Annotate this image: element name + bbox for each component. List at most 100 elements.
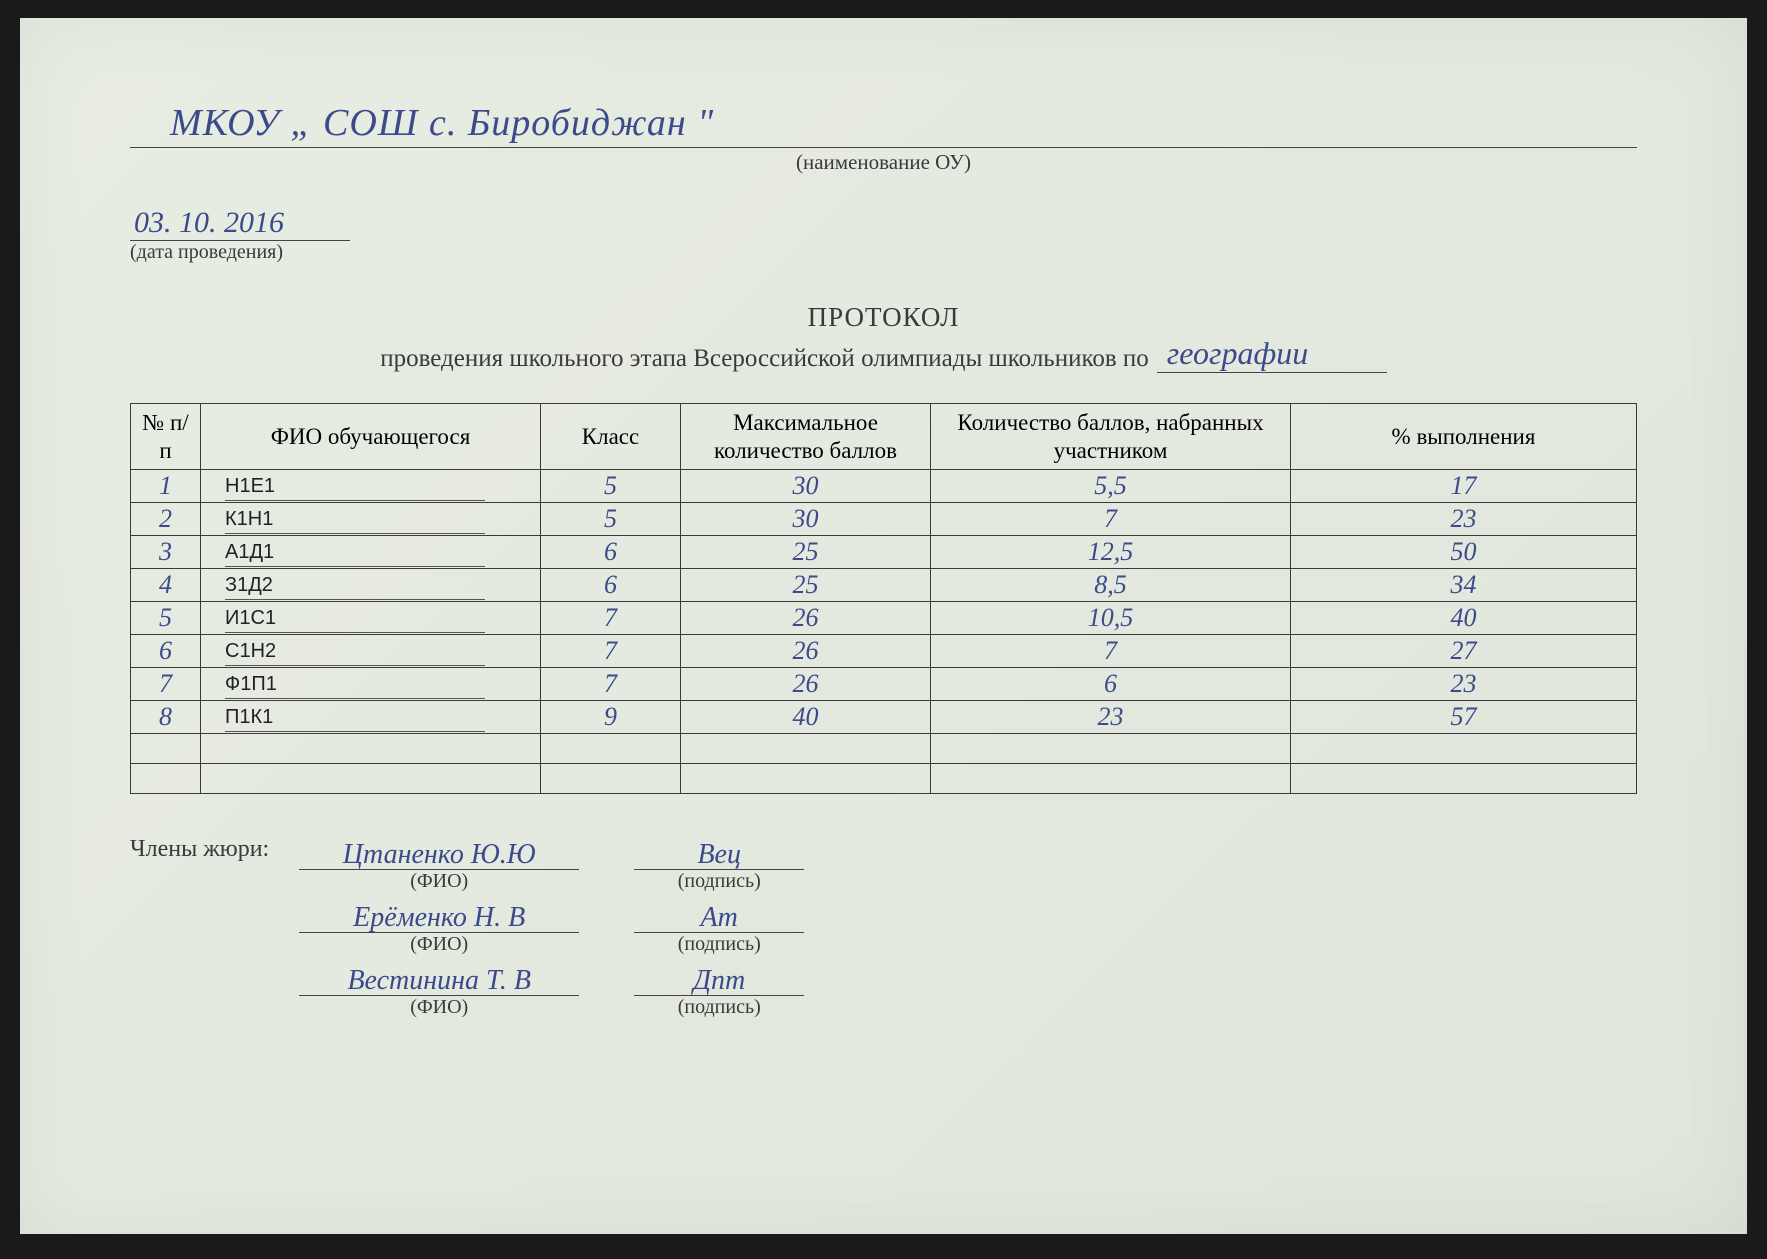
- cell-num: 7: [159, 669, 172, 698]
- cell-num: 5: [159, 603, 172, 632]
- cell-name: З1Д2: [225, 574, 485, 600]
- jury-names-column: Цтаненко Ю.Ю(ФИО)Ерёменко Н. В(ФИО)Вести…: [299, 834, 579, 1023]
- cell-class: 7: [604, 603, 617, 632]
- jury-signature-sublabel: (подпись): [634, 933, 804, 956]
- cell-score: 6: [1104, 669, 1117, 698]
- cell-score: 5,5: [1094, 471, 1127, 500]
- jury-signature-line: Ат: [634, 897, 804, 933]
- col-header-score: Количество баллов, набранных участником: [931, 404, 1291, 470]
- jury-member-signature: Вец: [697, 841, 741, 869]
- cell-pct: 23: [1451, 504, 1477, 533]
- col-header-class: Класс: [541, 404, 681, 470]
- table-row-empty: [131, 734, 1637, 764]
- jury-name-line: Ерёменко Н. В: [299, 897, 579, 933]
- institution-line: МКОУ „ СОШ с. Биробиджан ": [130, 93, 1637, 148]
- cell-name: А1Д1: [225, 541, 485, 567]
- cell-pct: 27: [1451, 636, 1477, 665]
- cell-num: 8: [159, 702, 172, 731]
- table-row-empty: [131, 764, 1637, 794]
- cell-max: 25: [793, 570, 819, 599]
- jury-name-line: Цтаненко Ю.Ю: [299, 834, 579, 870]
- jury-member-name: Цтаненко Ю.Ю: [343, 841, 536, 869]
- cell-name: П1К1: [225, 706, 485, 732]
- cell-max: 30: [793, 504, 819, 533]
- cell-pct: 17: [1451, 471, 1477, 500]
- cell-max: 25: [793, 537, 819, 566]
- cell-score: 7: [1104, 504, 1117, 533]
- col-header-num: № п/п: [131, 404, 201, 470]
- cell-pct: 34: [1451, 570, 1477, 599]
- cell-class: 5: [604, 471, 617, 500]
- table-body: 1 Н1Е1 5 30 5,5 17 2 К1Н1 5 30 7 23 3 А1Д1 6 25 12,5 50 4 З…: [131, 470, 1637, 794]
- cell-name: И1С1: [225, 607, 485, 633]
- col-header-name: ФИО обучающегося: [201, 404, 541, 470]
- jury-signature-line: Вец: [634, 834, 804, 870]
- institution-name: МКОУ „ СОШ с. Биробиджан ": [130, 101, 714, 147]
- cell-class: 5: [604, 504, 617, 533]
- institution-sublabel: (наименование ОУ): [130, 150, 1637, 175]
- cell-score: 7: [1104, 636, 1117, 665]
- cell-score: 12,5: [1088, 537, 1134, 566]
- col-header-pct: % выполнения: [1291, 404, 1637, 470]
- cell-name: С1Н2: [225, 640, 485, 666]
- cell-max: 26: [793, 603, 819, 632]
- cell-pct: 50: [1451, 537, 1477, 566]
- scanned-paper: МКОУ „ СОШ с. Биробиджан " (наименование…: [20, 18, 1747, 1234]
- table-row: 5 И1С1 7 26 10,5 40: [131, 602, 1637, 635]
- cell-num: 2: [159, 504, 172, 533]
- table-row: 4 З1Д2 6 25 8,5 34: [131, 569, 1637, 602]
- date-value: 03. 10. 2016: [130, 206, 284, 240]
- cell-num: 3: [159, 537, 172, 566]
- cell-score: 8,5: [1094, 570, 1127, 599]
- cell-pct: 23: [1451, 669, 1477, 698]
- table-row: 1 Н1Е1 5 30 5,5 17: [131, 470, 1637, 503]
- table-row: 2 К1Н1 5 30 7 23: [131, 503, 1637, 536]
- cell-max: 30: [793, 471, 819, 500]
- table-row: 8 П1К1 9 40 23 57: [131, 701, 1637, 734]
- cell-pct: 40: [1451, 603, 1477, 632]
- jury-member-signature: Дпт: [693, 967, 745, 995]
- date-block: 03. 10. 2016 (дата проведения): [130, 203, 350, 264]
- cell-max: 26: [793, 669, 819, 698]
- protocol-title: ПРОТОКОЛ: [130, 302, 1637, 333]
- cell-num: 6: [159, 636, 172, 665]
- jury-name-line: Вестинина Т. В: [299, 960, 579, 996]
- jury-member-name: Ерёменко Н. В: [353, 904, 525, 932]
- jury-name-sublabel: (ФИО): [299, 933, 579, 956]
- cell-score: 10,5: [1088, 603, 1134, 632]
- jury-signatures-column: Вец(подпись)Ат(подпись)Дпт(подпись): [634, 834, 804, 1023]
- cell-class: 7: [604, 669, 617, 698]
- cell-name: К1Н1: [225, 508, 485, 534]
- protocol-subject: географии: [1167, 335, 1308, 372]
- cell-class: 6: [604, 570, 617, 599]
- cell-class: 9: [604, 702, 617, 731]
- cell-max: 40: [793, 702, 819, 731]
- table-header-row: № п/п ФИО обучающегося Класс Максимально…: [131, 404, 1637, 470]
- cell-pct: 57: [1451, 702, 1477, 731]
- jury-name-sublabel: (ФИО): [299, 996, 579, 1019]
- table-row: 6 С1Н2 7 26 7 27: [131, 635, 1637, 668]
- jury-signature-sublabel: (подпись): [634, 996, 804, 1019]
- jury-block: Члены жюри: Цтаненко Ю.Ю(ФИО)Ерёменко Н.…: [130, 834, 1637, 1023]
- jury-name-sublabel: (ФИО): [299, 870, 579, 893]
- cell-num: 1: [159, 471, 172, 500]
- jury-member-name: Вестинина Т. В: [347, 967, 531, 995]
- cell-class: 7: [604, 636, 617, 665]
- table-row: 3 А1Д1 6 25 12,5 50: [131, 536, 1637, 569]
- jury-member-signature: Ат: [701, 904, 738, 932]
- results-table: № п/п ФИО обучающегося Класс Максимально…: [130, 403, 1637, 794]
- cell-class: 6: [604, 537, 617, 566]
- cell-score: 23: [1098, 702, 1124, 731]
- cell-name: Ф1П1: [225, 673, 485, 699]
- date-sublabel: (дата проведения): [130, 241, 350, 264]
- title-block: ПРОТОКОЛ проведения школьного этапа Всер…: [130, 302, 1637, 373]
- jury-signature-sublabel: (подпись): [634, 870, 804, 893]
- cell-name: Н1Е1: [225, 475, 485, 501]
- cell-num: 4: [159, 570, 172, 599]
- table-row: 7 Ф1П1 7 26 6 23: [131, 668, 1637, 701]
- cell-max: 26: [793, 636, 819, 665]
- protocol-subtitle-prefix: проведения школьного этапа Всероссийской…: [380, 345, 1149, 373]
- jury-label: Члены жюри:: [130, 834, 269, 1023]
- jury-signature-line: Дпт: [634, 960, 804, 996]
- col-header-max: Максимальное количество баллов: [681, 404, 931, 470]
